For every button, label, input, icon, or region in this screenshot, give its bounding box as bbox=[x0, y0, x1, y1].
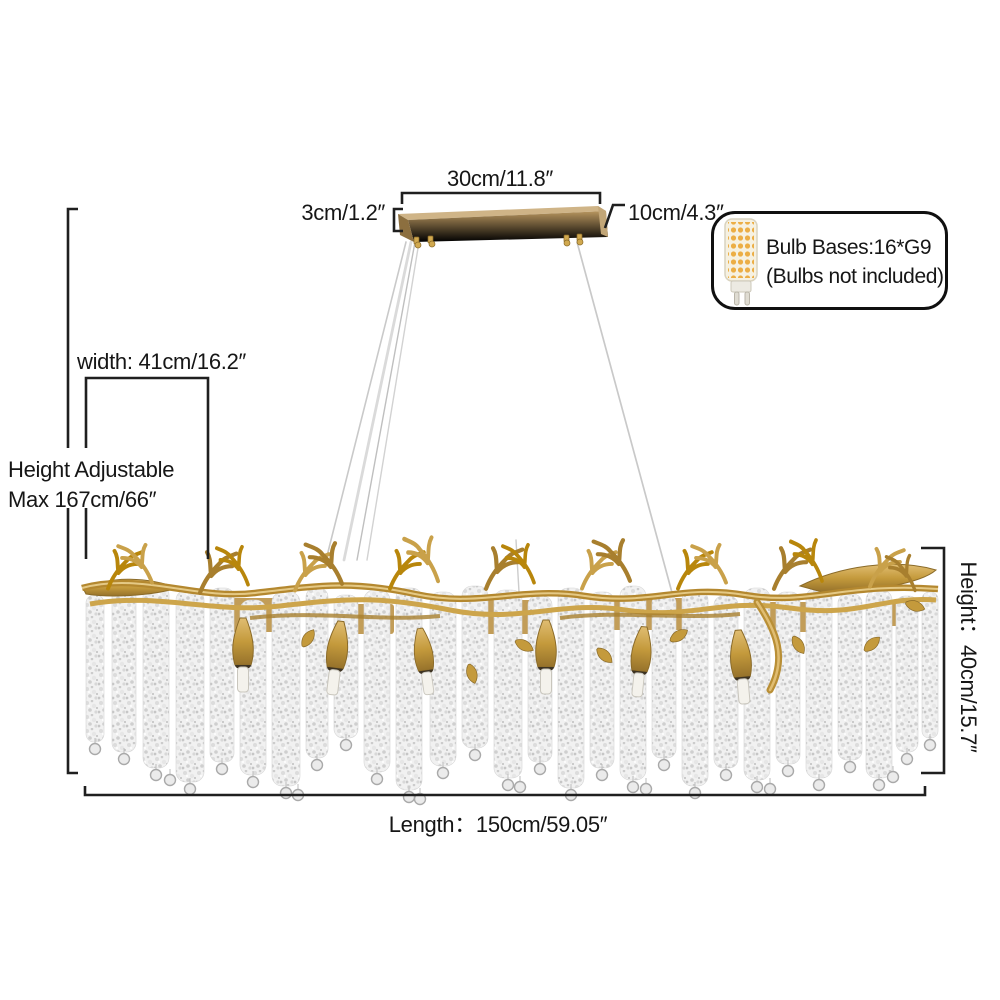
bulb-info-text: Bulb Bases:16*G9 (Bulbs not included) bbox=[766, 233, 944, 291]
suspension-wires bbox=[325, 240, 675, 601]
adjustable-height-label: Height Adjustable Max 167cm/66″ bbox=[8, 455, 174, 515]
bulb-info-box: Bulb Bases:16*G9 (Bulbs not included) bbox=[711, 211, 948, 310]
g9-bulb-icon bbox=[724, 218, 758, 306]
canopy-width-bracket bbox=[400, 191, 602, 204]
canopy-width-label: 30cm/11.8″ bbox=[447, 166, 553, 191]
adjustable-height-line1: Height Adjustable bbox=[8, 457, 175, 482]
fixture-length-line bbox=[83, 786, 927, 797]
adjustable-height-line-bottom bbox=[66, 508, 78, 775]
dimension-lines bbox=[66, 191, 946, 797]
bulbs-not-included-line: (Bulbs not included) bbox=[766, 265, 944, 288]
adjustable-height-line-top bbox=[66, 207, 78, 448]
fixture-height-label: Height：40cm/15.7″ bbox=[956, 561, 981, 753]
canopy-height-bracket bbox=[392, 207, 403, 233]
bulb-bases-line: Bulb Bases:16*G9 bbox=[766, 236, 932, 259]
fixture-width-label: width: 41cm/16.2″ bbox=[77, 349, 246, 374]
ceiling-canopy bbox=[398, 206, 608, 249]
fixture-width-bracket bbox=[84, 376, 210, 559]
canopy-depth-label: 10cm/4.3″ bbox=[628, 200, 724, 225]
adjustable-height-line2: Max 167cm/66″ bbox=[8, 487, 157, 512]
fixture-height-bracket bbox=[921, 546, 946, 775]
canopy-depth-bracket bbox=[603, 203, 625, 229]
canopy-height-label: 3cm/1.2″ bbox=[301, 200, 385, 225]
branch-frame bbox=[81, 538, 939, 694]
fixture-length-label: Length：150cm/59.05″ bbox=[388, 812, 608, 837]
